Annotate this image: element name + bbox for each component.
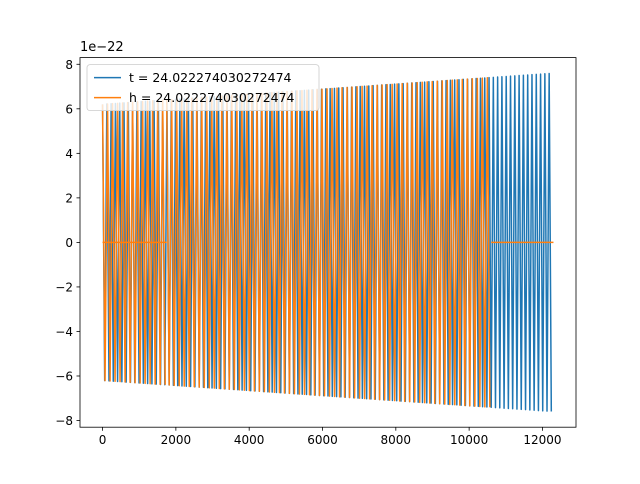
x-tick-label: 0 — [99, 433, 107, 447]
x-tick-label: 4000 — [234, 433, 265, 447]
y-tick-label: 8 — [65, 58, 73, 72]
y-tick-label: −2 — [55, 280, 73, 294]
x-axis: 0 2000 4000 6000 8000 10000 12000 — [99, 427, 562, 447]
y-axis: −8 −6 −4 −2 0 2 4 6 8 — [55, 58, 80, 428]
y-tick-label: 4 — [65, 147, 73, 161]
y-tick-label: 0 — [65, 236, 73, 250]
series-line-1 — [101, 77, 554, 408]
x-tick-label: 12000 — [523, 433, 561, 447]
y-tick-label: 6 — [65, 102, 73, 116]
legend-label: t = 24.022274030272474 — [129, 70, 292, 85]
y-tick-label: 2 — [65, 191, 73, 205]
series-layer — [101, 72, 554, 412]
x-tick-label: 2000 — [161, 433, 192, 447]
legend-box — [86, 64, 320, 111]
legend: t = 24.022274030272474 h = 24.02227403027… — [86, 64, 320, 111]
x-tick-label: 8000 — [381, 433, 412, 447]
x-tick-label: 6000 — [307, 433, 338, 447]
legend-label: h = 24.022274030272474 — [129, 90, 295, 105]
y-tick-label: −4 — [55, 325, 73, 339]
y-tick-label: −6 — [55, 369, 73, 383]
y-tick-label: −8 — [55, 414, 73, 428]
x-tick-label: 10000 — [450, 433, 488, 447]
y-offset-label: 1e−22 — [80, 40, 124, 55]
